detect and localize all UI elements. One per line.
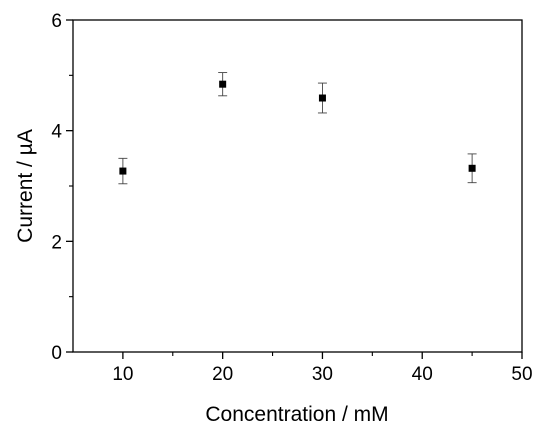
y-tick-label-2: 2 [51, 232, 62, 253]
x-tick-label-30: 30 [312, 364, 333, 385]
y-tick-label-0: 0 [51, 343, 62, 364]
x-tick-label-10: 10 [112, 364, 133, 385]
y-tick-label-4: 4 [51, 122, 62, 143]
point-marker [119, 167, 127, 175]
plot-frame [72, 19, 523, 353]
data-point-30 [317, 82, 327, 114]
data-point-45 [467, 153, 477, 184]
x-tick-label-50: 50 [511, 364, 532, 385]
x-axis-tick-labels: 10 20 30 40 50 [112, 364, 532, 385]
point-marker [318, 94, 326, 102]
y-axis-title: Current / µA [14, 129, 37, 243]
point-marker [468, 164, 476, 172]
y-axis-tick-labels: 0 2 4 6 [51, 11, 62, 364]
data-point-10 [118, 157, 128, 185]
x-axis-title: Concentration / mM [205, 403, 388, 426]
point-marker [219, 80, 227, 88]
y-axis-ticks [66, 19, 73, 353]
data-points [118, 72, 477, 185]
y-tick-label-6: 6 [51, 11, 62, 32]
data-point-20 [218, 72, 228, 97]
x-tick-label-40: 40 [412, 364, 433, 385]
x-axis-ticks [122, 352, 523, 359]
x-tick-label-20: 20 [212, 364, 233, 385]
